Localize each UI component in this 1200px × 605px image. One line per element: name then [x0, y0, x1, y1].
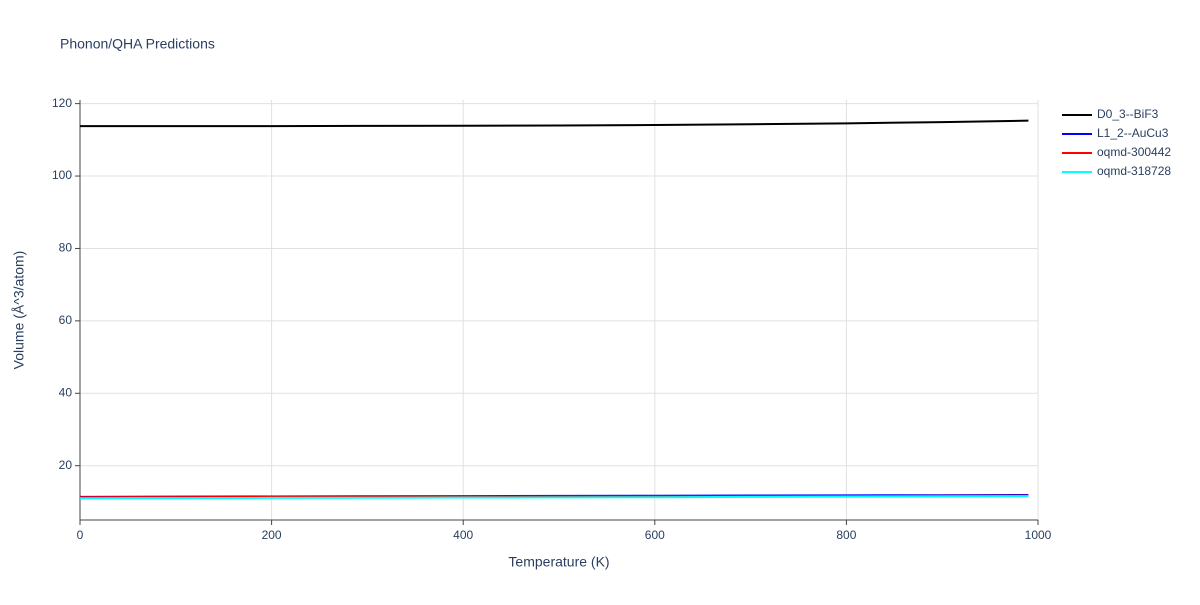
legend-label: D0_3--BiF3: [1097, 107, 1159, 121]
chart-title: Phonon/QHA Predictions: [60, 36, 215, 52]
legend-label: oqmd-300442: [1097, 145, 1171, 159]
x-axis-label: Temperature (K): [508, 554, 609, 570]
legend-label: L1_2--AuCu3: [1097, 126, 1169, 140]
y-tick-label: 120: [52, 96, 72, 110]
y-tick-label: 60: [59, 313, 73, 327]
y-axis-label: Volume (Å^3/atom): [11, 251, 27, 370]
series-line: [80, 119, 1029, 128]
x-tick-label: 400: [453, 528, 473, 542]
x-tick-label: 600: [645, 528, 665, 542]
y-tick-label: 80: [59, 241, 73, 255]
x-tick-label: 200: [262, 528, 282, 542]
y-tick-label: 100: [52, 168, 72, 182]
y-tick-label: 20: [59, 458, 73, 472]
legend-label: oqmd-318728: [1097, 164, 1171, 178]
y-tick-label: 40: [59, 385, 73, 399]
x-tick-label: 1000: [1025, 528, 1052, 542]
x-tick-label: 800: [836, 528, 856, 542]
x-tick-label: 0: [77, 528, 84, 542]
series-line: [79, 495, 1029, 500]
